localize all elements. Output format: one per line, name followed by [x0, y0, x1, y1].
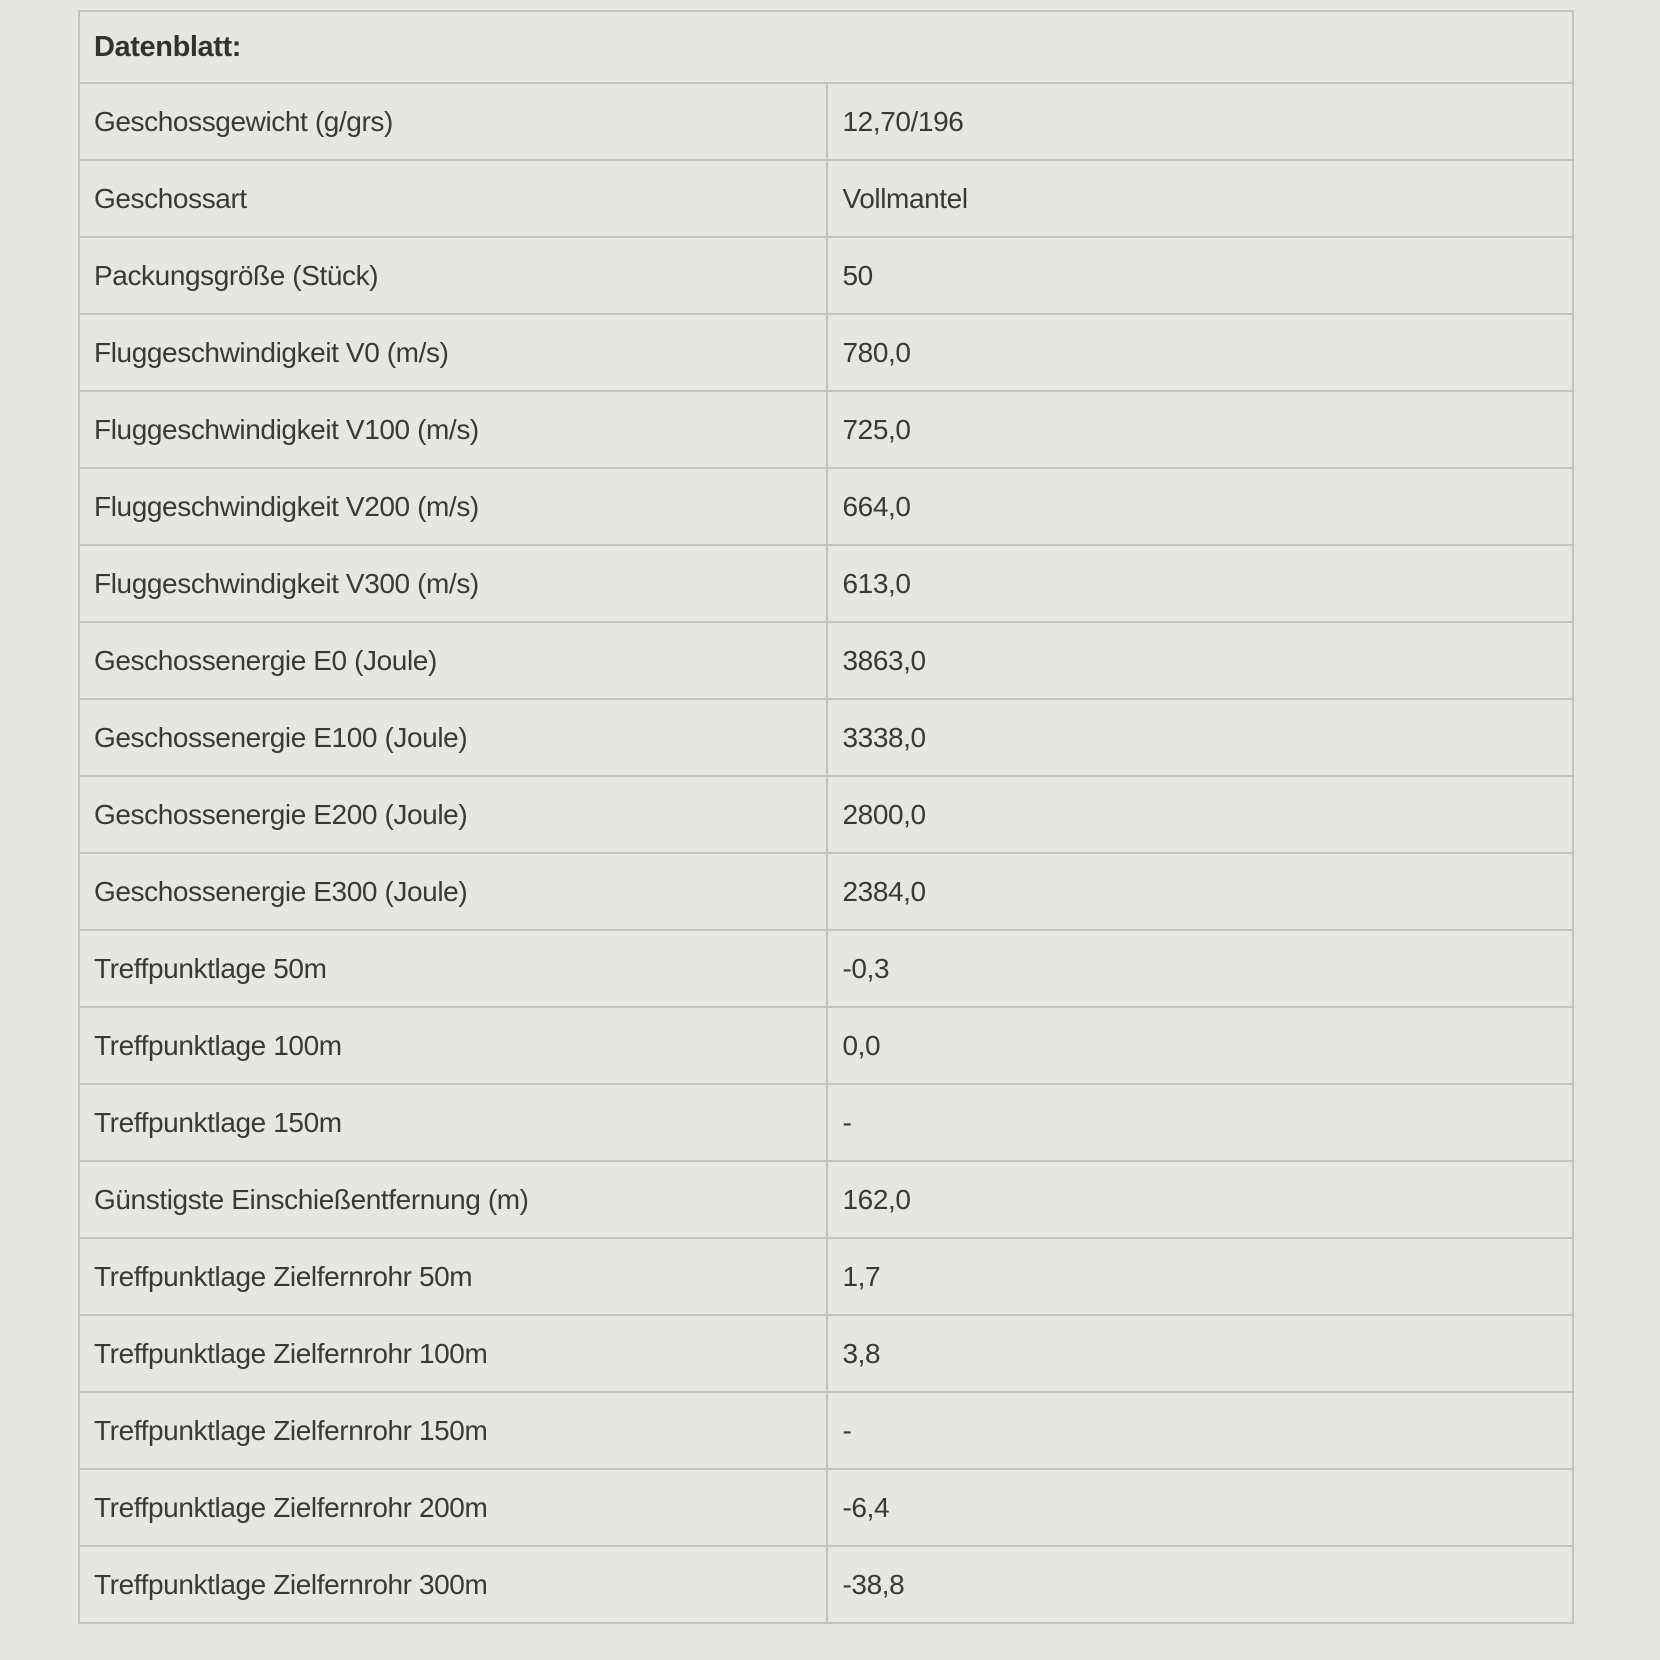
row-value: 664,0 [826, 467, 1574, 546]
row-label: Treffpunktlage 50m [77, 929, 829, 1008]
table-row: Günstigste Einschießentfernung (m) 162,0 [77, 1160, 1574, 1239]
row-label: Geschossenergie E100 (Joule) [77, 698, 829, 777]
row-value: 3,8 [826, 1314, 1574, 1393]
row-label: Fluggeschwindigkeit V200 (m/s) [77, 467, 829, 546]
row-label: Fluggeschwindigkeit V100 (m/s) [77, 390, 829, 469]
table-row: Fluggeschwindigkeit V200 (m/s) 664,0 [77, 467, 1574, 546]
row-label: Günstigste Einschießentfernung (m) [77, 1160, 829, 1239]
row-value: 613,0 [826, 544, 1574, 623]
row-value: - [826, 1391, 1574, 1470]
row-label: Treffpunktlage Zielfernrohr 300m [77, 1545, 829, 1624]
row-value: 0,0 [826, 1006, 1574, 1085]
row-label: Packungsgröße (Stück) [77, 236, 829, 315]
table-row: Treffpunktlage Zielfernrohr 150m - [77, 1391, 1574, 1470]
table-row: Treffpunktlage Zielfernrohr 100m 3,8 [77, 1314, 1574, 1393]
row-value: 50 [826, 236, 1574, 315]
row-label: Fluggeschwindigkeit V0 (m/s) [77, 313, 829, 392]
row-value: -6,4 [826, 1468, 1574, 1547]
datasheet: Datenblatt: Geschossgewicht (g/grs) 12,70… [77, 10, 1574, 1624]
row-label: Treffpunktlage 100m [77, 1006, 829, 1085]
table-row: Treffpunktlage Zielfernrohr 200m -6,4 [77, 1468, 1574, 1547]
table-body: Geschossgewicht (g/grs) 12,70/196 Geschoss… [77, 82, 1574, 1624]
table-row: Geschossenergie E100 (Joule) 3338,0 [77, 698, 1574, 777]
row-value: - [826, 1083, 1574, 1162]
table-row: Treffpunktlage Zielfernrohr 50m 1,7 [77, 1237, 1574, 1316]
row-value: 2384,0 [826, 852, 1574, 931]
table-row: Geschossenergie E200 (Joule) 2800,0 [77, 775, 1574, 854]
table-row: Packungsgröße (Stück) 50 [77, 236, 1574, 315]
row-label: Fluggeschwindigkeit V300 (m/s) [77, 544, 829, 623]
row-label: Geschossart [77, 159, 829, 238]
table-row: Geschossenergie E0 (Joule) 3863,0 [77, 621, 1574, 700]
row-label: Treffpunktlage Zielfernrohr 50m [77, 1237, 829, 1316]
table-row: Fluggeschwindigkeit V300 (m/s) 613,0 [77, 544, 1574, 623]
row-value: 2800,0 [826, 775, 1574, 854]
row-label: Geschossgewicht (g/grs) [77, 82, 829, 161]
row-label: Geschossenergie E200 (Joule) [77, 775, 829, 854]
row-value: 780,0 [826, 313, 1574, 392]
row-value: Vollmantel [826, 159, 1574, 238]
table-row: Treffpunktlage 50m -0,3 [77, 929, 1574, 1008]
row-value: 3863,0 [826, 621, 1574, 700]
table-row: Treffpunktlage 150m - [77, 1083, 1574, 1162]
table-row: Treffpunktlage 100m 0,0 [77, 1006, 1574, 1085]
table-row: Geschossgewicht (g/grs) 12,70/196 [77, 82, 1574, 161]
row-value: 725,0 [826, 390, 1574, 469]
row-label: Geschossenergie E0 (Joule) [77, 621, 829, 700]
row-value: 12,70/196 [826, 82, 1574, 161]
table-header-row: Datenblatt: [78, 10, 1574, 84]
row-label: Geschossenergie E300 (Joule) [77, 852, 829, 931]
table-row: Geschossenergie E300 (Joule) 2384,0 [77, 852, 1574, 931]
table-row: Treffpunktlage Zielfernrohr 300m -38,8 [77, 1545, 1574, 1624]
row-label: Treffpunktlage 150m [77, 1083, 829, 1162]
row-value: -0,3 [826, 929, 1574, 1008]
table-row: Fluggeschwindigkeit V100 (m/s) 725,0 [77, 390, 1574, 469]
table-row: Fluggeschwindigkeit V0 (m/s) 780,0 [77, 313, 1574, 392]
datenblatt-table: Datenblatt: Geschossgewicht (g/grs) 12,70… [77, 10, 1574, 1624]
row-value: 3338,0 [826, 698, 1574, 777]
row-value: 1,7 [826, 1237, 1574, 1316]
table-title: Datenblatt: [78, 10, 1574, 84]
row-label: Treffpunktlage Zielfernrohr 200m [77, 1468, 829, 1547]
row-label: Treffpunktlage Zielfernrohr 150m [77, 1391, 829, 1470]
row-label: Treffpunktlage Zielfernrohr 100m [77, 1314, 829, 1393]
table-row: Geschossart Vollmantel [77, 159, 1574, 238]
row-value: -38,8 [826, 1545, 1574, 1624]
row-value: 162,0 [826, 1160, 1574, 1239]
